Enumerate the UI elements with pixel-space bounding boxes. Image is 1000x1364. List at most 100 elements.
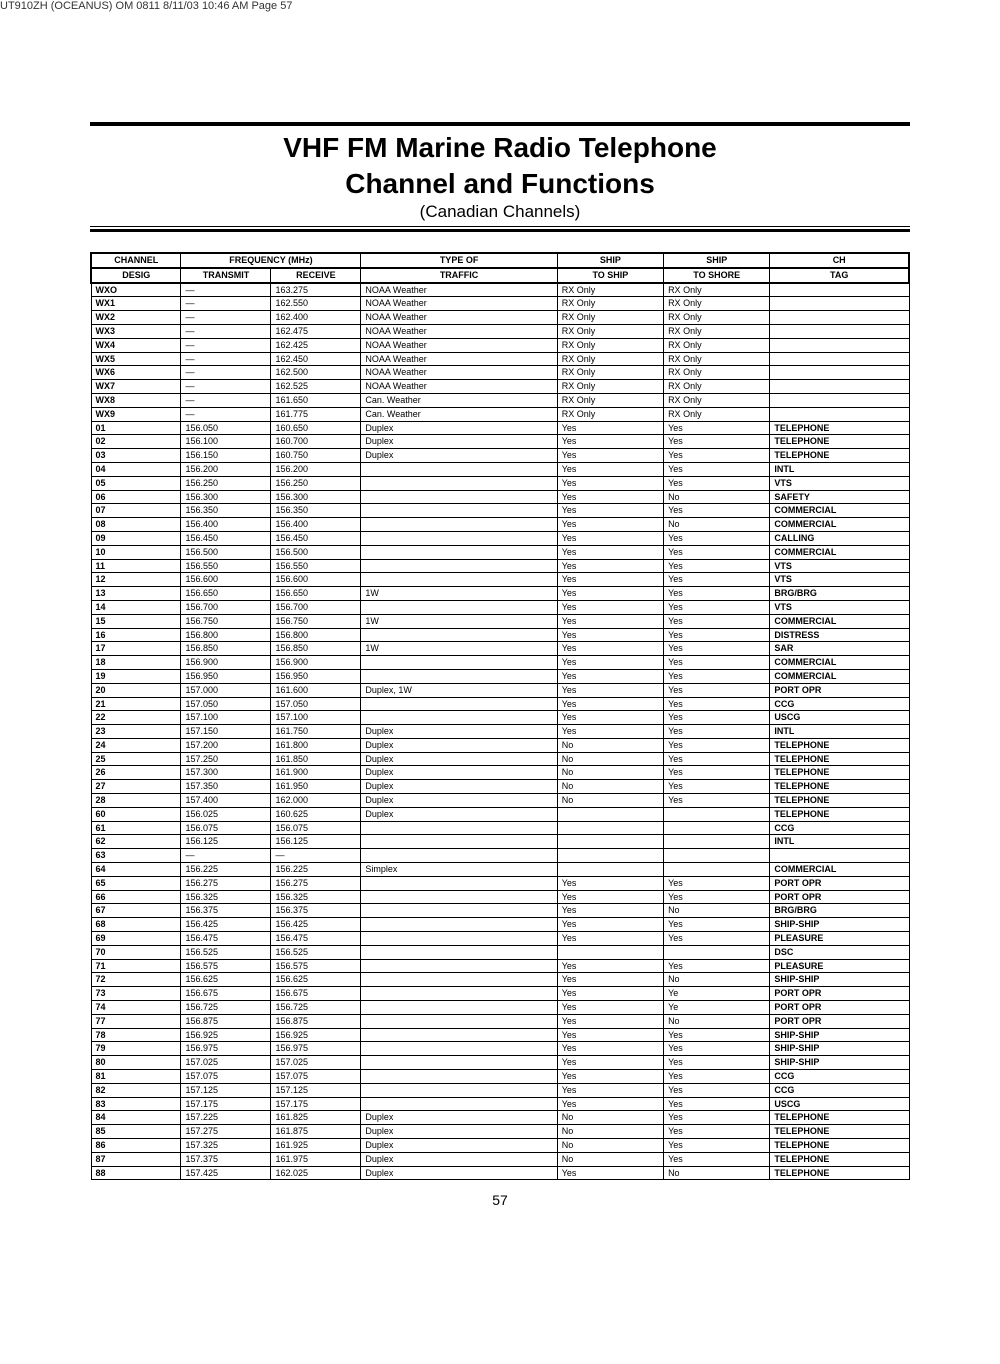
table-row: 80157.025157.025YesYesSHIP-SHIP (91, 1056, 909, 1070)
hdr-toship: TO SHIP (557, 268, 663, 283)
table-cell: Duplex (361, 449, 557, 463)
table-cell: — (181, 407, 271, 421)
table-cell: 156.700 (271, 600, 361, 614)
table-row: 04156.200156.200YesYesINTL (91, 462, 909, 476)
table-cell: 156.925 (181, 1028, 271, 1042)
table-cell: 162.425 (271, 338, 361, 352)
table-cell: INTL (770, 725, 909, 739)
table-cell: 156.400 (181, 518, 271, 532)
table-cell: 156.325 (181, 890, 271, 904)
table-cell: Yes (664, 435, 770, 449)
table-cell: RX Only (664, 338, 770, 352)
table-cell: 156.300 (181, 490, 271, 504)
table-cell: 157.325 (181, 1139, 271, 1153)
table-cell (770, 338, 909, 352)
table-cell: NOAA Weather (361, 324, 557, 338)
table-cell: TELEPHONE (770, 1125, 909, 1139)
table-row: 79156.975156.975YesYesSHIP-SHIP (91, 1042, 909, 1056)
table-cell: Yes (557, 711, 663, 725)
table-cell: Yes (557, 959, 663, 973)
table-cell: CCG (770, 821, 909, 835)
table-cell: 1W (361, 642, 557, 656)
table-cell: No (557, 794, 663, 808)
table-cell: Yes (557, 449, 663, 463)
table-cell: RX Only (664, 352, 770, 366)
table-cell (361, 973, 557, 987)
table-cell: RX Only (664, 324, 770, 338)
table-cell: SHIP-SHIP (770, 918, 909, 932)
table-cell: Yes (557, 932, 663, 946)
table-cell (361, 1001, 557, 1015)
table-cell (361, 918, 557, 932)
table-cell: 157.425 (181, 1166, 271, 1180)
table-cell: 161.975 (271, 1152, 361, 1166)
table-cell: Yes (664, 421, 770, 435)
table-cell: 73 (91, 987, 181, 1001)
table-cell: 28 (91, 794, 181, 808)
table-row: 78156.925156.925YesYesSHIP-SHIP (91, 1028, 909, 1042)
table-cell: CCG (770, 697, 909, 711)
table-cell: VTS (770, 559, 909, 573)
table-cell: Yes (664, 600, 770, 614)
table-cell: — (181, 283, 271, 297)
table-cell: Yes (664, 573, 770, 587)
table-cell: 157.125 (181, 1083, 271, 1097)
table-cell: 156.850 (271, 642, 361, 656)
table-cell: Duplex (361, 1125, 557, 1139)
table-cell (361, 711, 557, 725)
table-cell: RX Only (557, 324, 663, 338)
table-cell: 156.650 (181, 587, 271, 601)
table-cell: Yes (557, 669, 663, 683)
hdr-toshore: TO SHORE (664, 268, 770, 283)
table-cell: TELEPHONE (770, 780, 909, 794)
table-cell: 157.100 (181, 711, 271, 725)
table-cell (361, 1028, 557, 1042)
table-cell: 11 (91, 559, 181, 573)
table-cell: TELEPHONE (770, 807, 909, 821)
table-cell: 09 (91, 531, 181, 545)
table-cell: 85 (91, 1125, 181, 1139)
table-row: 61156.075156.075CCG (91, 821, 909, 835)
table-cell: 157.075 (271, 1070, 361, 1084)
table-cell: 157.300 (181, 766, 271, 780)
table-cell: Yes (557, 1056, 663, 1070)
table-cell: RX Only (664, 283, 770, 297)
table-cell: No (557, 752, 663, 766)
table-cell: 156.350 (181, 504, 271, 518)
table-cell: 156.125 (271, 835, 361, 849)
table-cell (361, 849, 557, 863)
table-row: 83157.175157.175YesYesUSCG (91, 1097, 909, 1111)
table-cell: Yes (664, 559, 770, 573)
table-cell: SHIP-SHIP (770, 1028, 909, 1042)
table-cell: 156.950 (181, 669, 271, 683)
table-cell: 156.575 (181, 959, 271, 973)
table-cell (361, 1097, 557, 1111)
table-cell: 15 (91, 614, 181, 628)
table-cell: Duplex, 1W (361, 683, 557, 697)
table-row: 69156.475156.475YesYesPLEASURE (91, 932, 909, 946)
table-cell: 24 (91, 738, 181, 752)
table-cell: Yes (557, 559, 663, 573)
table-cell: 156.450 (181, 531, 271, 545)
table-cell (361, 987, 557, 1001)
table-cell: 161.875 (271, 1125, 361, 1139)
table-cell: 156.800 (271, 628, 361, 642)
table-cell: Yes (557, 421, 663, 435)
table-cell: 160.750 (271, 449, 361, 463)
table-cell: TELEPHONE (770, 794, 909, 808)
table-cell: 64 (91, 863, 181, 877)
table-row: 72156.625156.625YesNoSHIP-SHIP (91, 973, 909, 987)
table-cell (361, 476, 557, 490)
table-cell: No (557, 766, 663, 780)
table-row: 12156.600156.600YesYesVTS (91, 573, 909, 587)
table-cell: COMMERCIAL (770, 614, 909, 628)
table-cell: Simplex (361, 863, 557, 877)
table-cell: 156.925 (271, 1028, 361, 1042)
table-cell: No (664, 490, 770, 504)
table-cell: TELEPHONE (770, 1111, 909, 1125)
table-cell (361, 697, 557, 711)
table-cell: 61 (91, 821, 181, 835)
table-cell (770, 324, 909, 338)
table-cell (361, 876, 557, 890)
table-cell: Duplex (361, 738, 557, 752)
